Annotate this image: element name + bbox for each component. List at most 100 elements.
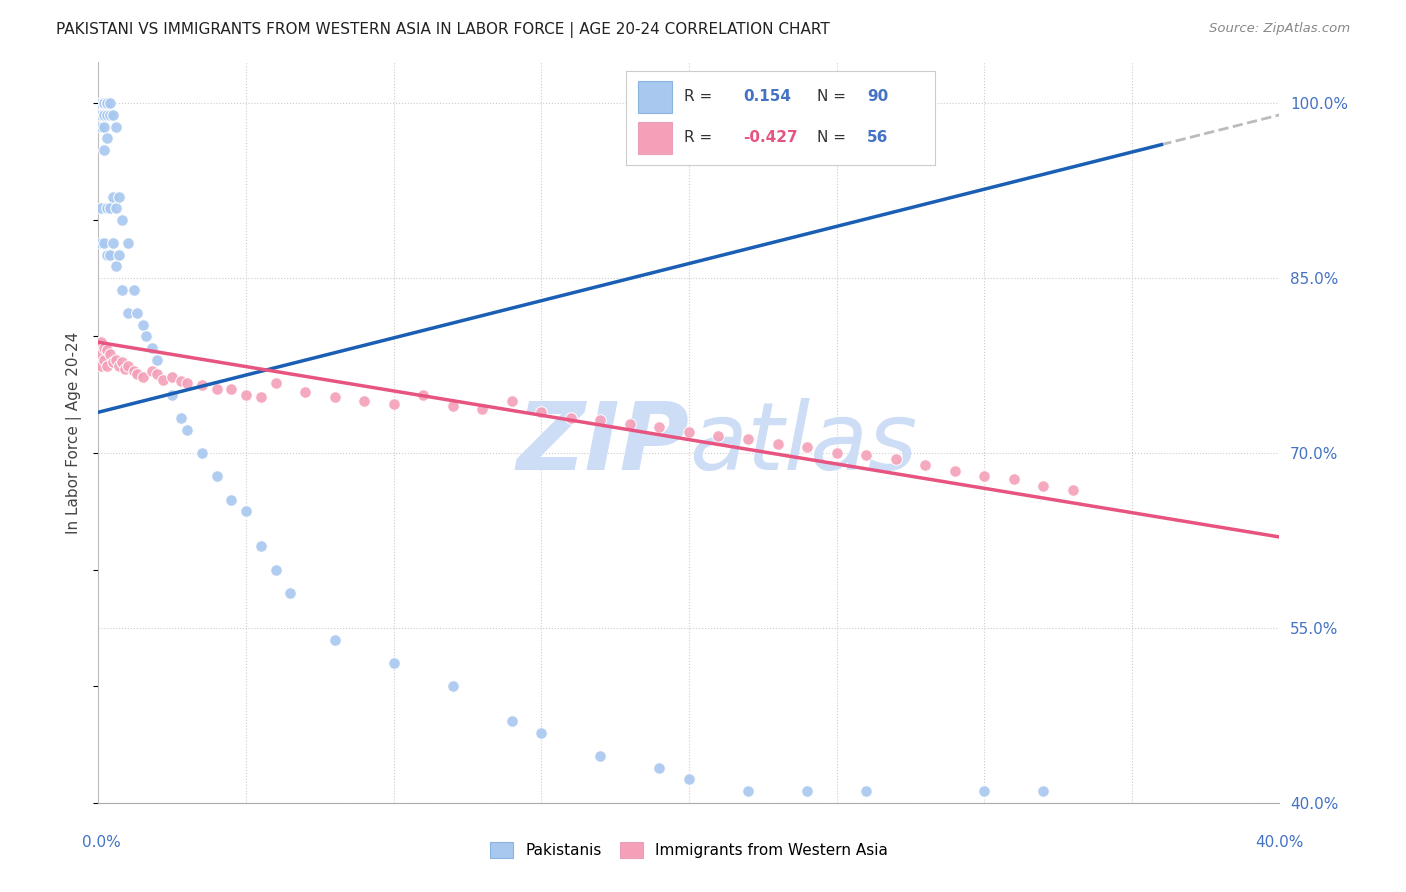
- Text: N =: N =: [817, 130, 851, 145]
- Legend: Pakistanis, Immigrants from Western Asia: Pakistanis, Immigrants from Western Asia: [482, 834, 896, 865]
- Point: [98, 201, 121, 215]
- Point: [93, 341, 115, 355]
- Point: [152, 373, 174, 387]
- Point: [111, 355, 134, 369]
- Point: [96, 343, 118, 358]
- Point: [323, 390, 346, 404]
- Point: [382, 656, 405, 670]
- Point: [111, 212, 134, 227]
- Point: [162, 370, 183, 384]
- Point: [96, 131, 118, 145]
- Point: [122, 364, 145, 378]
- Text: atlas: atlas: [689, 398, 917, 489]
- Bar: [638, 122, 672, 153]
- Point: [90, 359, 112, 373]
- Point: [105, 201, 128, 215]
- Point: [264, 563, 287, 577]
- Point: [117, 359, 139, 373]
- Text: 0.0%: 0.0%: [82, 836, 121, 850]
- Point: [825, 446, 848, 460]
- Point: [471, 401, 494, 416]
- Point: [141, 364, 163, 378]
- Point: [96, 96, 118, 111]
- Text: Source: ZipAtlas.com: Source: ZipAtlas.com: [1209, 22, 1350, 36]
- Point: [441, 400, 464, 414]
- Point: [93, 96, 115, 111]
- Point: [114, 362, 136, 376]
- Point: [98, 108, 121, 122]
- Point: [90, 201, 112, 215]
- Point: [125, 306, 148, 320]
- Text: R =: R =: [685, 130, 717, 145]
- Point: [648, 761, 671, 775]
- Point: [648, 420, 671, 434]
- Point: [90, 108, 112, 122]
- Text: R =: R =: [685, 89, 717, 104]
- Point: [90, 96, 112, 111]
- Point: [678, 425, 700, 439]
- Point: [250, 539, 273, 553]
- Text: N =: N =: [817, 89, 851, 104]
- Point: [117, 236, 139, 251]
- Point: [90, 347, 112, 361]
- Point: [560, 411, 582, 425]
- Point: [530, 405, 553, 419]
- Point: [530, 726, 553, 740]
- Point: [103, 355, 125, 369]
- Bar: [638, 81, 672, 112]
- Point: [264, 376, 287, 390]
- Point: [96, 96, 118, 111]
- Point: [96, 201, 118, 215]
- Point: [93, 96, 115, 111]
- Point: [93, 108, 115, 122]
- Point: [132, 370, 155, 384]
- Point: [108, 248, 131, 262]
- Point: [93, 236, 115, 251]
- Point: [90, 96, 112, 111]
- Point: [170, 374, 193, 388]
- Point: [111, 283, 134, 297]
- Point: [235, 504, 257, 518]
- Point: [353, 393, 375, 408]
- Point: [93, 108, 115, 122]
- Point: [412, 388, 434, 402]
- Point: [146, 352, 169, 367]
- Point: [90, 108, 112, 122]
- Point: [132, 318, 155, 332]
- Point: [737, 432, 759, 446]
- Point: [90, 335, 112, 350]
- Point: [96, 359, 118, 373]
- Point: [93, 96, 115, 111]
- Point: [796, 784, 818, 798]
- Point: [146, 367, 169, 381]
- Text: 90: 90: [868, 89, 889, 104]
- Text: PAKISTANI VS IMMIGRANTS FROM WESTERN ASIA IN LABOR FORCE | AGE 20-24 CORRELATION: PAKISTANI VS IMMIGRANTS FROM WESTERN ASI…: [56, 22, 830, 38]
- Point: [105, 352, 128, 367]
- Point: [98, 96, 121, 111]
- Point: [135, 329, 157, 343]
- Point: [589, 749, 612, 764]
- Point: [250, 390, 273, 404]
- Point: [105, 260, 128, 274]
- Point: [323, 632, 346, 647]
- Point: [441, 679, 464, 693]
- Point: [205, 382, 228, 396]
- Point: [90, 96, 112, 111]
- Point: [766, 436, 789, 450]
- Point: [176, 376, 198, 390]
- Point: [280, 586, 302, 600]
- Point: [162, 388, 183, 402]
- Point: [93, 96, 115, 111]
- Point: [382, 397, 405, 411]
- Point: [796, 440, 818, 454]
- Point: [103, 189, 125, 203]
- Point: [943, 463, 966, 477]
- Point: [221, 382, 243, 396]
- Point: [501, 393, 523, 408]
- Point: [103, 108, 125, 122]
- Point: [1002, 472, 1025, 486]
- Point: [103, 236, 125, 251]
- Point: [105, 120, 128, 134]
- Text: -0.427: -0.427: [744, 130, 797, 145]
- Point: [98, 248, 121, 262]
